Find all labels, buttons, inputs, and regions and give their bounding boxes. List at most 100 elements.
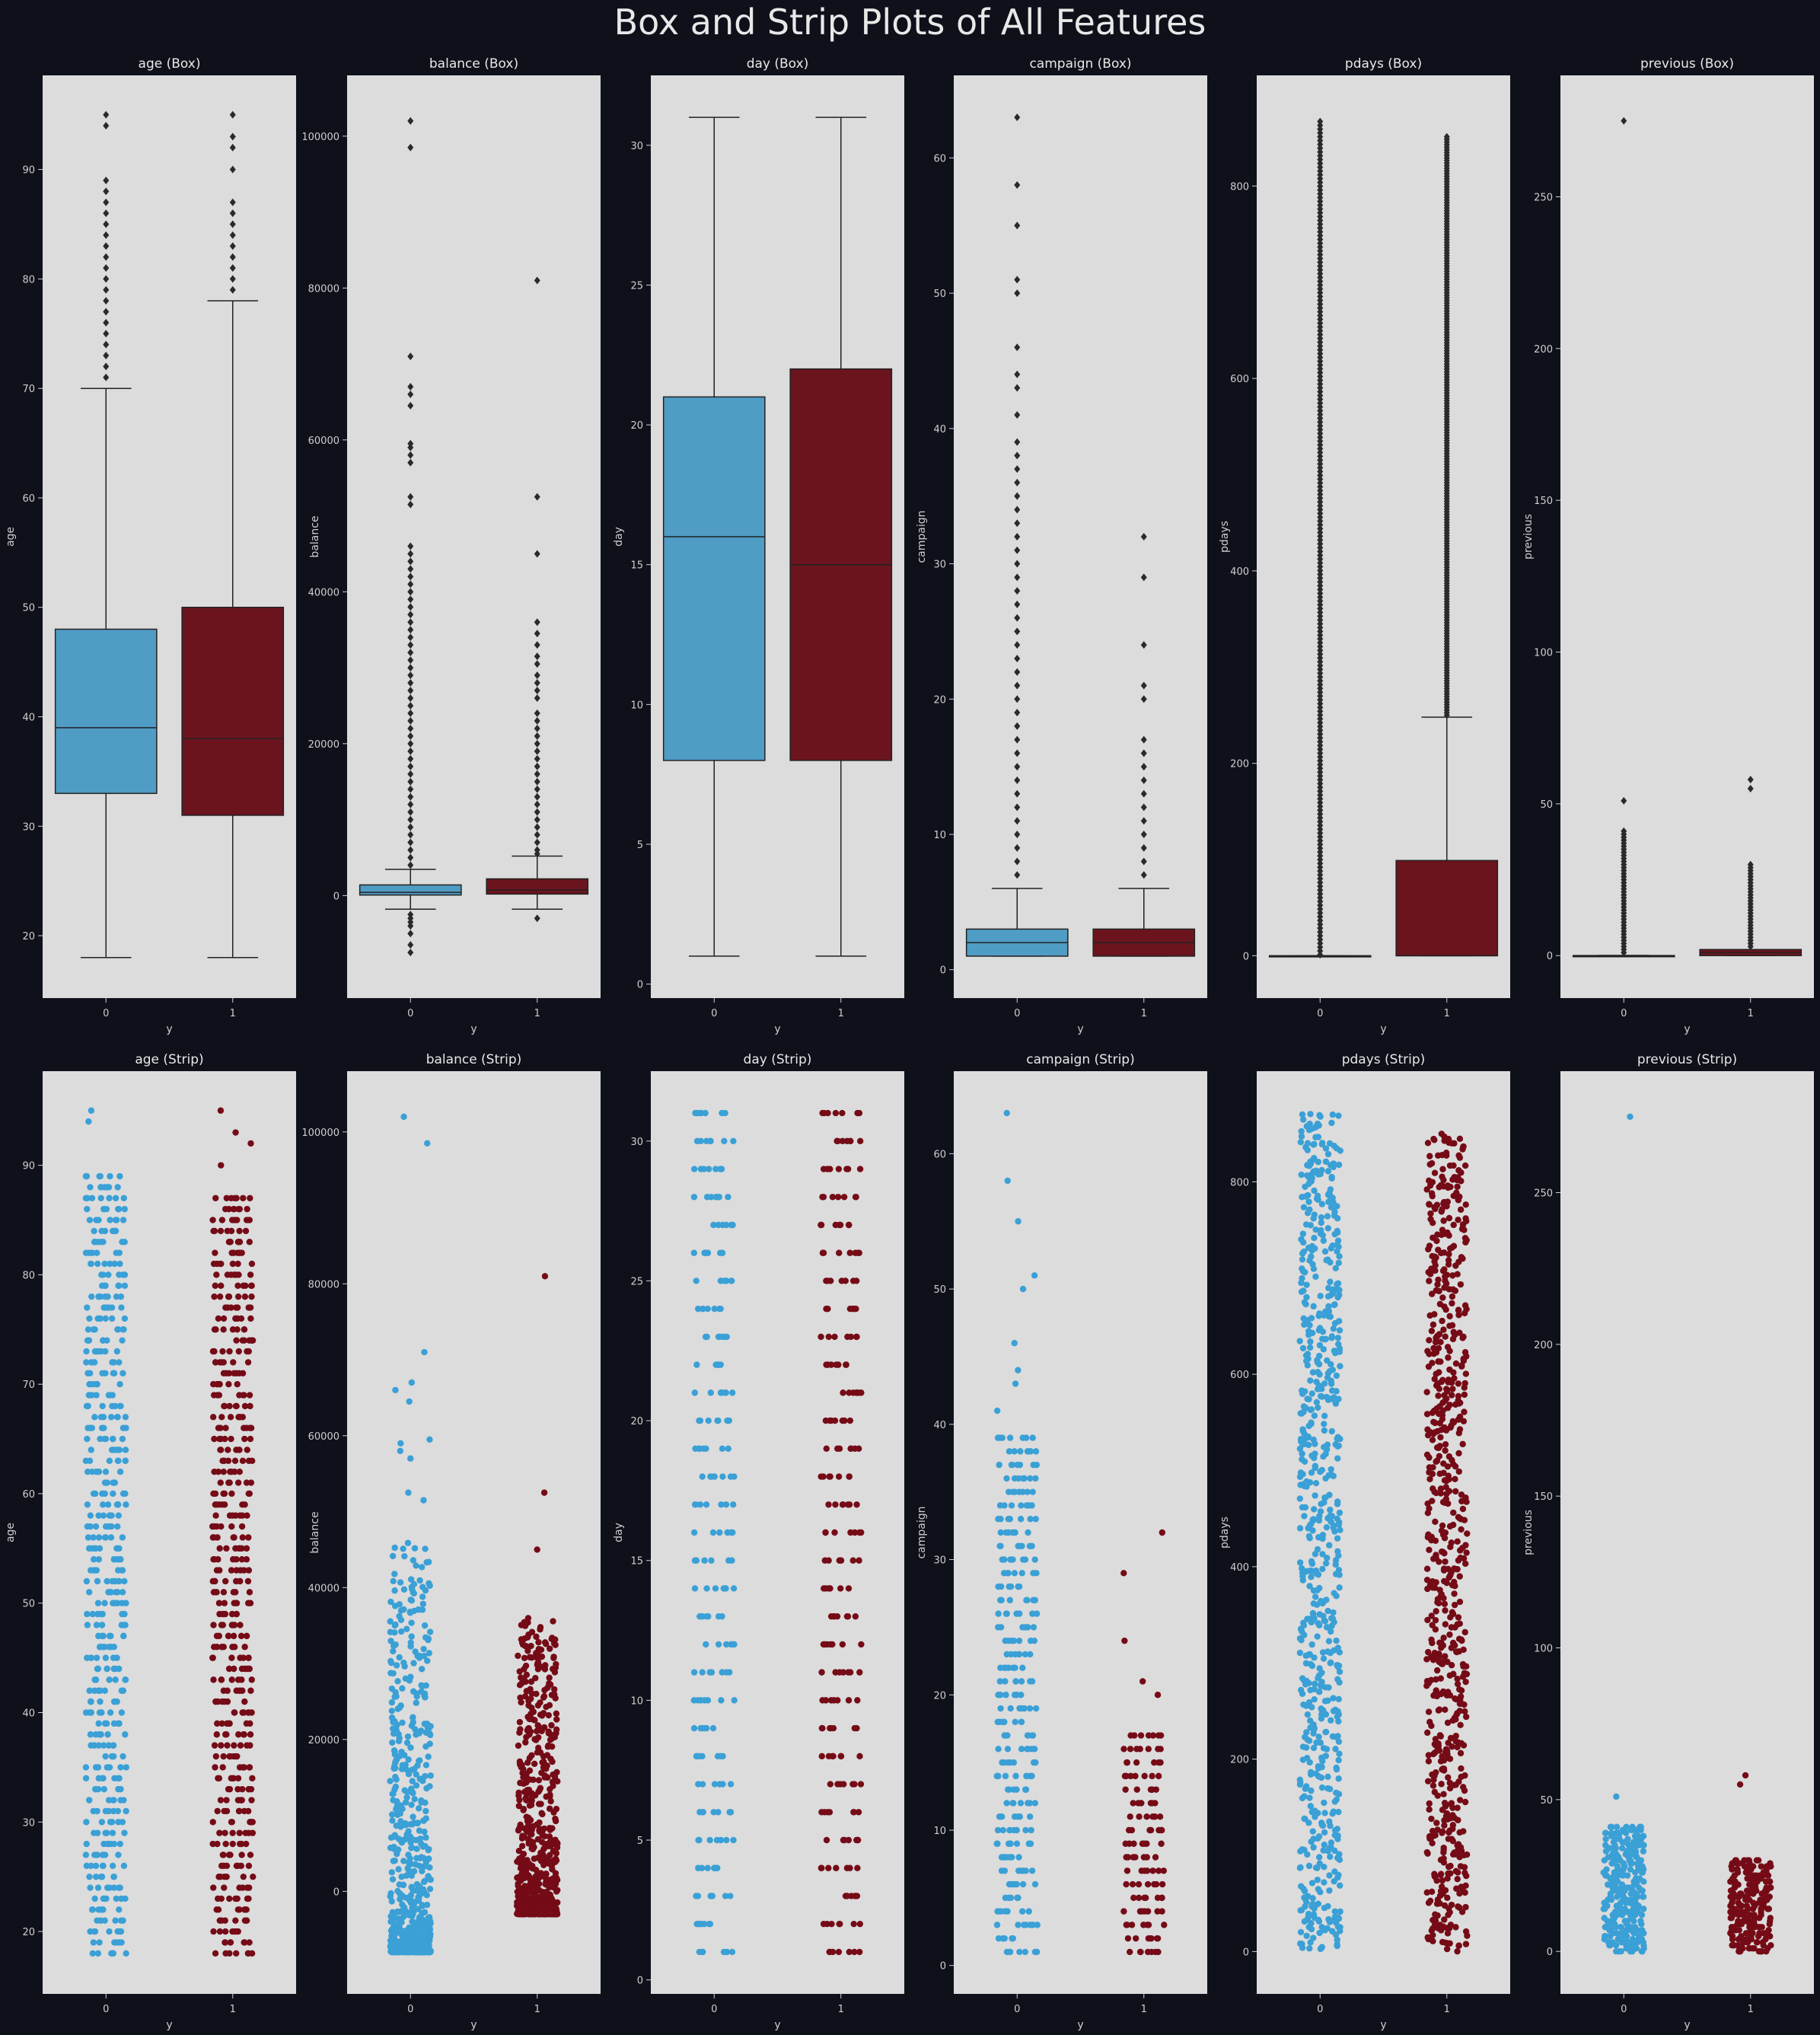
strip-point	[233, 1567, 240, 1574]
strip-point	[400, 1933, 407, 1940]
strip-point	[1022, 1556, 1029, 1563]
strip-point	[247, 1271, 254, 1278]
strip-point	[995, 1610, 1002, 1617]
strip-point	[537, 1858, 545, 1864]
strip-point	[831, 1333, 838, 1341]
y-tick-label: 50	[933, 289, 946, 300]
strip-point	[710, 1221, 717, 1229]
strip-point	[110, 1873, 118, 1880]
strip-point	[95, 1512, 102, 1519]
strip-point	[854, 1864, 861, 1871]
strip-point	[421, 1692, 428, 1699]
strip-point	[1145, 1746, 1152, 1753]
flier-point	[407, 500, 414, 509]
strip-point	[225, 1665, 233, 1673]
flier-point	[229, 143, 236, 152]
strip-point	[703, 1137, 710, 1145]
strip-point	[717, 1166, 724, 1172]
strip-point	[526, 1755, 534, 1762]
strip-point	[123, 1501, 129, 1508]
strip-point	[552, 1879, 559, 1887]
box	[54, 628, 158, 794]
strip-point	[691, 1389, 698, 1396]
strip-point	[119, 1600, 126, 1606]
flier-point	[1014, 587, 1021, 595]
strip-point	[853, 1501, 860, 1508]
strip-point	[1024, 1746, 1031, 1753]
strip-point	[1462, 1941, 1470, 1947]
strip-point	[427, 1876, 434, 1883]
strip-point	[1334, 1535, 1341, 1542]
strip-point	[1302, 1357, 1310, 1364]
strip-point	[717, 1836, 725, 1844]
strip-point	[834, 1612, 841, 1620]
strip-point	[1305, 1893, 1312, 1899]
strip-point	[421, 1348, 428, 1356]
strip-point	[1321, 1864, 1328, 1871]
strip-point	[110, 1370, 116, 1377]
flier-point	[229, 253, 236, 261]
strip-point	[1011, 1692, 1018, 1698]
strip-point	[388, 1811, 396, 1818]
strip-point	[120, 1217, 127, 1223]
strip-point	[825, 1585, 832, 1592]
strip-point	[241, 1939, 248, 1946]
strip-point	[107, 1260, 113, 1268]
strip-point	[114, 1775, 122, 1781]
strip-point	[1132, 1854, 1139, 1861]
strip-point	[852, 1194, 859, 1201]
strip-point	[1011, 1448, 1018, 1455]
strip-point	[216, 1829, 223, 1836]
strip-point	[240, 1195, 247, 1201]
strip-point	[397, 1628, 405, 1635]
strip-point	[1334, 1341, 1342, 1348]
strip-point	[709, 1724, 717, 1732]
flier-point	[407, 770, 414, 778]
strip-point	[243, 1424, 250, 1431]
strip-point	[1321, 1879, 1328, 1886]
subplot-7: balance (Strip)0200004000060000800001000…	[301, 1052, 601, 2031]
strip-point	[1335, 1775, 1342, 1782]
strip-point	[1003, 1651, 1010, 1658]
strip-point	[1303, 1932, 1310, 1939]
strip-point	[115, 1852, 122, 1858]
x-tick-label: 0	[1014, 1008, 1020, 1019]
flier-point	[407, 716, 414, 725]
strip-point	[234, 1895, 241, 1903]
strip-point	[406, 1868, 413, 1874]
strip-point	[1120, 1746, 1127, 1753]
strip-point	[715, 1612, 722, 1620]
strip-point	[852, 1612, 859, 1620]
strip-point	[517, 1726, 524, 1733]
strip-point	[1305, 1434, 1312, 1441]
strip-point	[238, 1665, 246, 1673]
strip-point	[1322, 1728, 1330, 1736]
strip-point	[1319, 1335, 1326, 1342]
strip-point	[227, 1939, 234, 1946]
strip-point	[86, 1687, 93, 1694]
strip-point	[1307, 1338, 1314, 1345]
strip-point	[1017, 1800, 1025, 1807]
strip-point	[222, 1829, 228, 1836]
strip-point	[535, 1801, 543, 1807]
strip-point	[1306, 1206, 1313, 1214]
strip-point	[228, 1567, 235, 1574]
strip-point	[1306, 1344, 1314, 1351]
strip-point	[413, 1944, 419, 1950]
strip-point	[400, 1881, 407, 1889]
strip-point	[1328, 1380, 1335, 1387]
strip-point	[837, 1920, 843, 1928]
strip-point	[95, 1775, 102, 1781]
strip-point	[1003, 1800, 1010, 1807]
strip-point	[413, 1855, 420, 1861]
strip-point	[90, 1939, 97, 1946]
strip-point	[1299, 1456, 1305, 1462]
strip-point	[539, 1810, 546, 1818]
strip-point	[703, 1194, 711, 1201]
strip-point	[853, 1724, 860, 1732]
strip-point	[1310, 1911, 1318, 1918]
strip-point	[407, 1643, 414, 1650]
strip-point	[541, 1273, 549, 1280]
strip-point	[706, 1920, 714, 1928]
strip-point	[1302, 1300, 1309, 1308]
